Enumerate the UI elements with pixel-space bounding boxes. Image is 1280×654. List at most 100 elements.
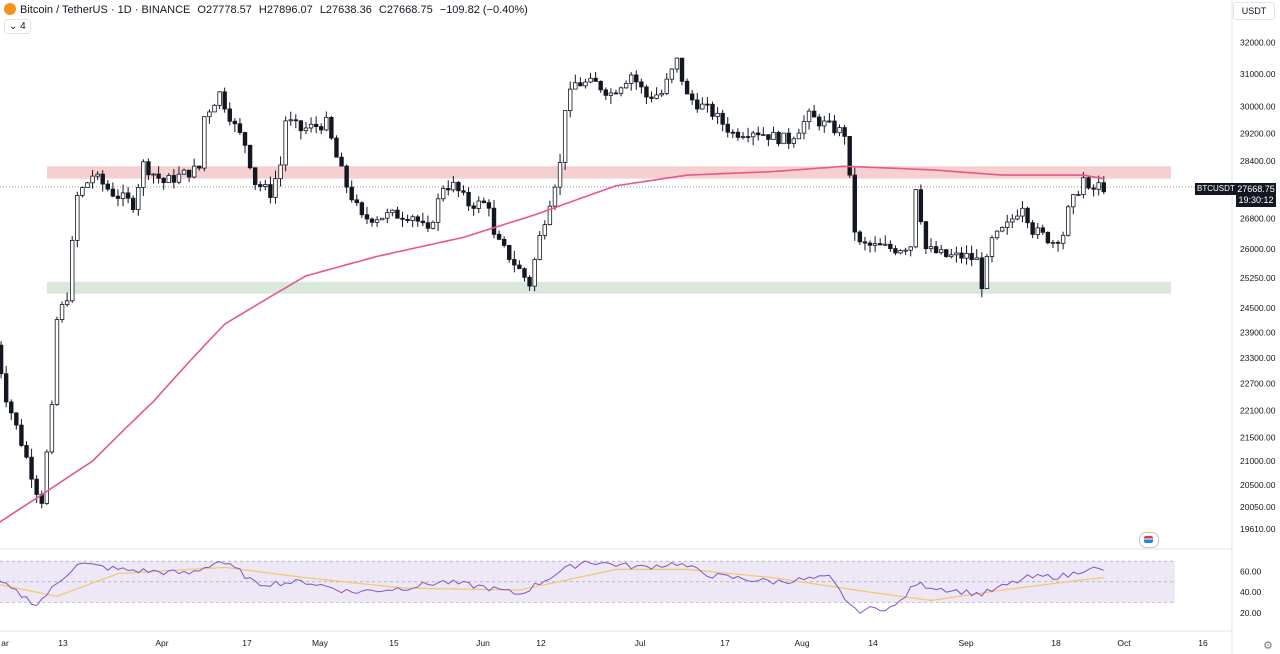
candle-down [405, 218, 410, 221]
candle-up [49, 404, 55, 453]
candle-down [24, 445, 29, 458]
candle-down [923, 221, 929, 250]
candle-down [918, 189, 924, 223]
candle-up [989, 237, 995, 257]
y-tick-label: 31000.00 [1240, 69, 1276, 79]
candle-up [430, 221, 436, 229]
candle-up [476, 200, 481, 209]
y-tick-label: 19610.00 [1240, 524, 1276, 534]
candle-down [496, 233, 502, 240]
candle-down [344, 165, 349, 188]
candle-up [212, 104, 217, 113]
candle-down [359, 202, 365, 216]
rsi-tick-label: 40.00 [1240, 587, 1262, 597]
x-tick-label: 12 [536, 638, 546, 648]
candle-up [1096, 182, 1101, 190]
candle-down [689, 93, 695, 101]
candle-up [568, 88, 573, 111]
candle-down [19, 424, 24, 446]
candle-down [969, 253, 974, 261]
open-value: O27778.57 [197, 4, 252, 16]
candle-up [659, 92, 664, 96]
candle-up [715, 112, 720, 117]
y-tick-label: 26800.00 [1240, 214, 1276, 224]
candle-down [527, 276, 532, 287]
chart-header: Bitcoin / TetherUS · 1D · BINANCE O27778… [4, 3, 532, 16]
candle-down [425, 222, 431, 229]
y-tick-label: 32000.00 [1240, 37, 1276, 47]
candle-up [913, 189, 918, 248]
candle-down [334, 137, 339, 158]
rsi-line [0, 560, 1104, 614]
candle-down [222, 91, 227, 110]
candle-down [867, 242, 873, 246]
symbol-title[interactable]: Bitcoin / TetherUS · 1D · BINANCE [20, 4, 191, 16]
candle-down [298, 120, 304, 132]
candle-down [258, 184, 263, 187]
candle-down [232, 120, 238, 125]
countdown-value: 19:30:12 [1238, 195, 1274, 205]
candle-down [14, 412, 19, 426]
price-zones [0, 166, 1232, 294]
candle-down [3, 373, 9, 403]
candle-up [59, 304, 65, 320]
candle-up [1035, 227, 1040, 235]
candle-up [949, 254, 954, 258]
candle-down [395, 209, 400, 219]
y-tick-label: 22700.00 [1240, 379, 1276, 389]
candle-up [872, 243, 878, 246]
support-zone [47, 281, 1171, 294]
candle-down [776, 131, 781, 145]
candle-up [801, 121, 807, 134]
candle-up [791, 138, 797, 144]
candle-up [573, 82, 578, 90]
candle-down [603, 89, 608, 96]
candle-down [639, 81, 644, 88]
candle-up [928, 246, 934, 250]
indicator-count: 4 [20, 21, 26, 32]
candle-down [339, 156, 344, 167]
candle-up [374, 219, 380, 223]
candle-up [288, 119, 293, 122]
x-tick-label: 14 [868, 638, 878, 648]
candle-down [695, 99, 700, 110]
candle-up [796, 132, 802, 140]
candle-down [242, 132, 248, 146]
candle-down [684, 80, 690, 95]
candle-down [507, 245, 512, 260]
candle-down [446, 188, 451, 191]
candle-down [171, 175, 177, 183]
candle-down [0, 344, 4, 375]
candle-up [136, 187, 141, 211]
candle-down [105, 183, 110, 190]
candle-down [1030, 222, 1035, 235]
candle-up [608, 92, 614, 96]
candle-down [852, 174, 857, 233]
resistance-zone [47, 166, 1171, 179]
candle-down [481, 200, 487, 203]
candle-down [420, 220, 426, 224]
candle-up [806, 110, 812, 123]
rsi-tick-label: 20.00 [1240, 608, 1262, 618]
candle-up [954, 252, 959, 256]
candle-down [100, 173, 105, 185]
candle-up [654, 94, 659, 99]
rsi-signal-line [0, 566, 1104, 602]
x-tick-label: Aug [794, 638, 809, 648]
settings-icon[interactable]: ⚙ [1263, 640, 1273, 652]
candle-up [54, 319, 60, 405]
candle-up [908, 246, 913, 251]
bitcoin-logo-icon [4, 3, 16, 15]
candle-up [75, 194, 80, 241]
candle-up [379, 217, 385, 221]
indicators-toggle-button[interactable]: ⌄ 4 [4, 19, 31, 34]
flag-icon[interactable] [1139, 532, 1159, 548]
y-tick-label: 26000.00 [1240, 244, 1276, 254]
candle-up [1010, 218, 1015, 223]
candle-down [293, 119, 299, 122]
candle-down [877, 243, 883, 246]
candle-up [191, 165, 197, 178]
currency-button[interactable]: USDT [1233, 2, 1275, 20]
candle-up [385, 212, 390, 219]
